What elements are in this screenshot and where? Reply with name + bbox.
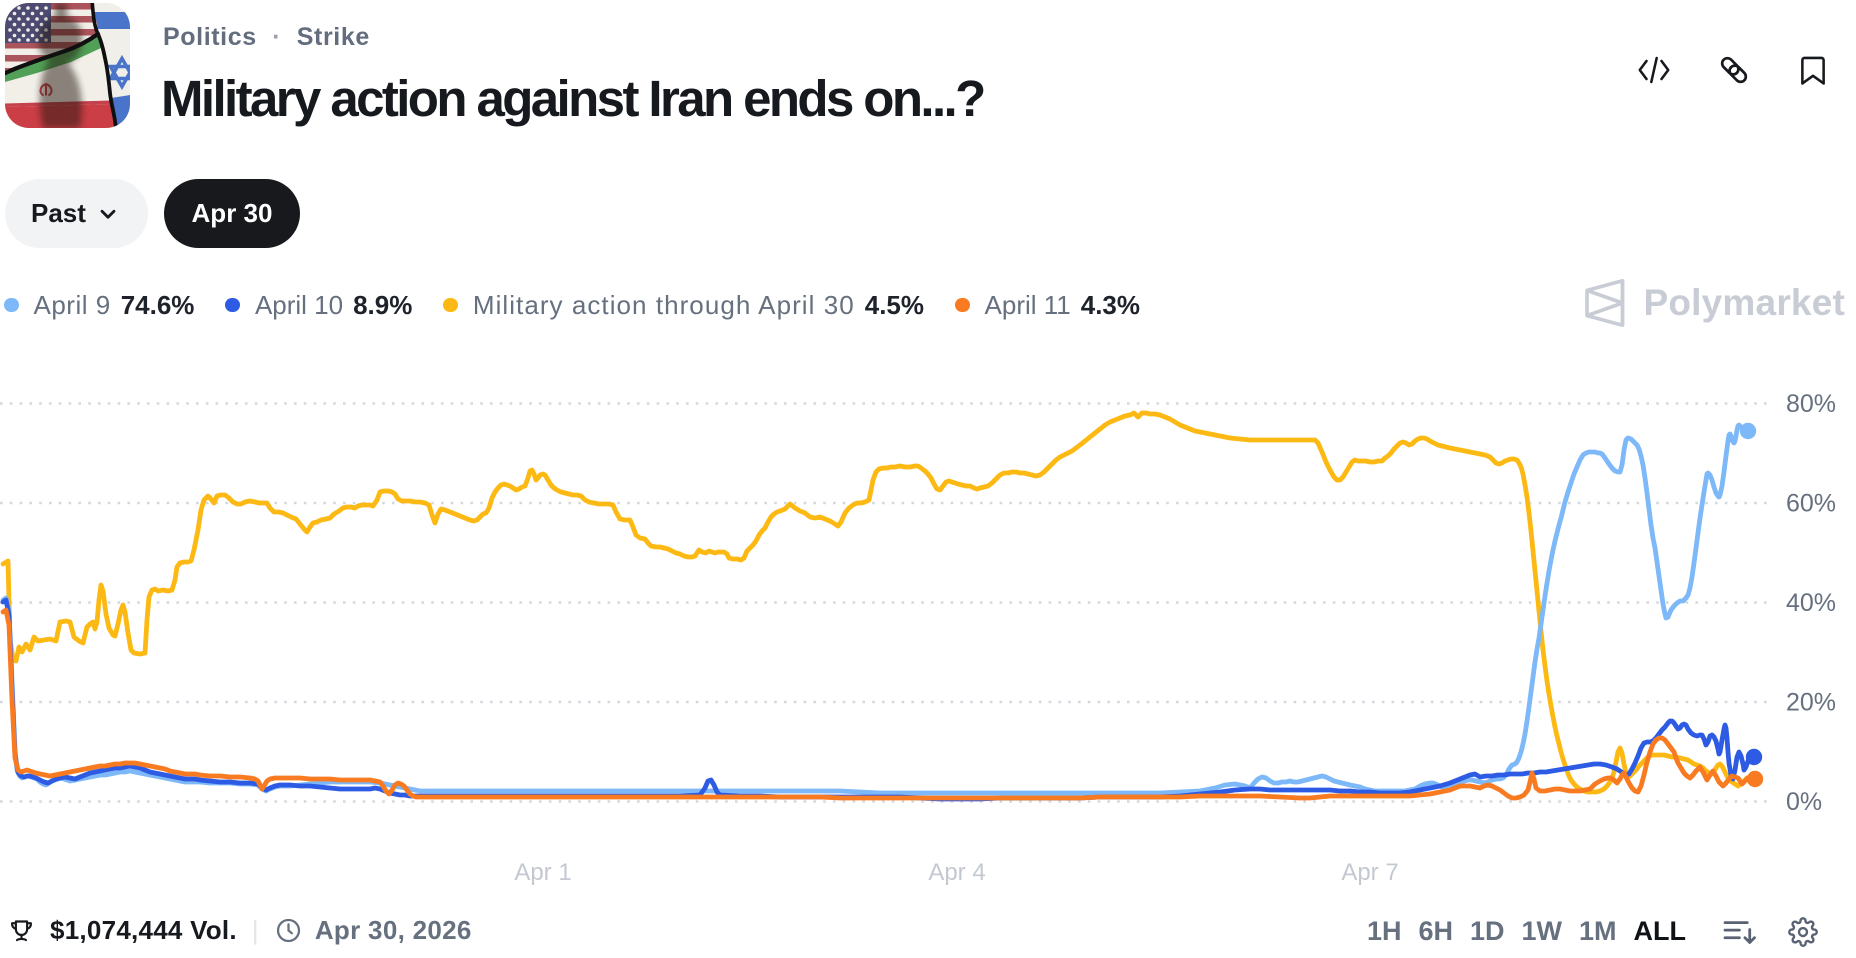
svg-text:Apr 4: Apr 4 bbox=[928, 859, 985, 886]
svg-text:20%: 20% bbox=[1786, 689, 1836, 717]
svg-text:Apr 1: Apr 1 bbox=[514, 859, 571, 886]
svg-text:40%: 40% bbox=[1786, 589, 1836, 617]
svg-text:0%: 0% bbox=[1786, 788, 1822, 816]
svg-text:60%: 60% bbox=[1786, 490, 1836, 518]
svg-text:80%: 80% bbox=[1786, 390, 1836, 418]
svg-text:Apr 7: Apr 7 bbox=[1341, 859, 1398, 886]
